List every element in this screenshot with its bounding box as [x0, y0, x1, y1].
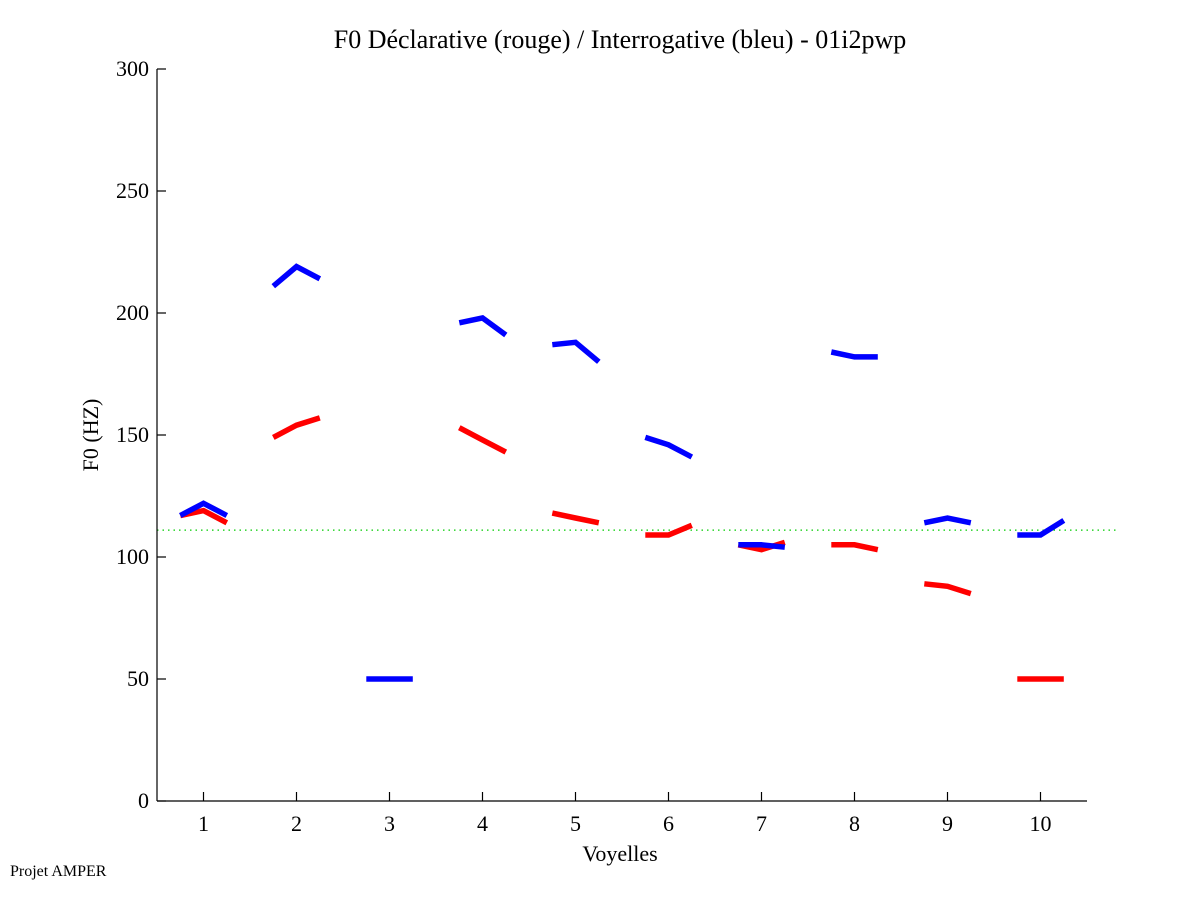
y-tick-label: 200 — [116, 300, 149, 325]
series-segment — [458, 314, 508, 338]
series-segment — [179, 500, 229, 518]
x-tick-label: 4 — [477, 811, 488, 836]
series-segment — [924, 581, 972, 597]
x-tick-label: 9 — [942, 811, 953, 836]
y-tick-label: 0 — [138, 788, 149, 813]
series-segment — [738, 542, 786, 550]
series-segment — [1017, 518, 1066, 538]
chart-title: F0 Déclarative (rouge) / Interrogative (… — [334, 25, 907, 54]
series-segment — [552, 339, 601, 364]
series-layer — [179, 263, 1066, 682]
footer-credit: Projet AMPER — [10, 863, 107, 880]
y-tick-label: 250 — [116, 178, 149, 203]
y-axis-label: F0 (HZ) — [78, 399, 103, 472]
series-segment — [644, 434, 694, 460]
x-tick-label: 10 — [1030, 811, 1052, 836]
series-déclarative — [179, 415, 1064, 682]
x-tick-label: 5 — [570, 811, 581, 836]
series-segment — [645, 522, 693, 538]
series-segment — [830, 349, 878, 360]
x-axis-label: Voyelles — [582, 841, 657, 866]
axes: 0 50 100 150 200 250 300 1 2 3 4 5 6 7 8 9 10 — [116, 56, 1087, 836]
x-tick-label: 2 — [291, 811, 302, 836]
x-tick-label: 6 — [663, 811, 674, 836]
series-segment — [831, 542, 879, 553]
y-tick-label: 150 — [116, 422, 149, 447]
y-tick-label: 50 — [127, 666, 149, 691]
series-segment — [271, 263, 322, 289]
series-segment — [458, 425, 508, 455]
y-tick-label: 100 — [116, 544, 149, 569]
x-tick-label: 7 — [756, 811, 767, 836]
x-tick-label: 8 — [849, 811, 860, 836]
y-tick-label: 300 — [116, 56, 149, 81]
x-tick-label: 3 — [384, 811, 395, 836]
series-segment — [551, 510, 600, 526]
series-segment — [272, 415, 321, 440]
x-tick-label: 1 — [198, 811, 209, 836]
series-segment — [923, 515, 972, 526]
series-interrogative — [179, 263, 1066, 682]
